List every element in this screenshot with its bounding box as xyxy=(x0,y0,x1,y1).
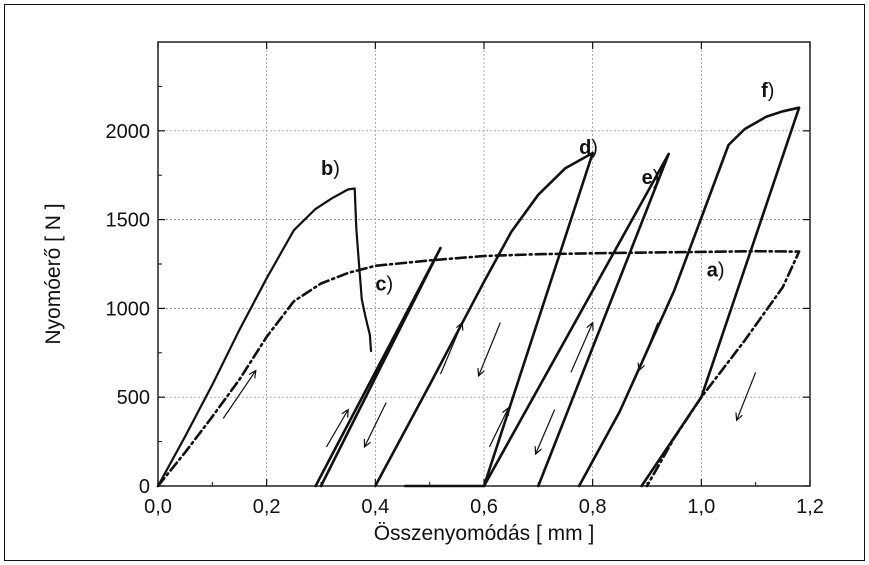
x-tick-label-0: 0,0 xyxy=(144,496,172,518)
y-tick-label-3: 1500 xyxy=(106,210,151,232)
series-layer xyxy=(156,106,801,488)
series-curve-c xyxy=(314,246,442,488)
x-axis-label: Összenyomódás [ mm ] xyxy=(374,522,595,545)
curve-label-letter-e: e xyxy=(642,167,653,189)
direction-arrow-4 xyxy=(479,322,501,376)
curve-label-letter-b: b xyxy=(321,158,333,180)
direction-arrow-9 xyxy=(737,372,757,420)
direction-arrow-7 xyxy=(570,323,593,373)
x-tick-label-1: 0,2 xyxy=(253,496,281,518)
x-tick-label-2: 0,4 xyxy=(361,496,389,518)
direction-arrow-5 xyxy=(488,408,508,448)
curve-label-letter-a: a xyxy=(707,259,719,281)
curve-label-suffix-d: ) xyxy=(591,137,598,159)
curve-label-suffix-b: ) xyxy=(333,158,340,180)
curve-label-suffix-c: ) xyxy=(386,274,393,296)
y-tick-label-4: 2000 xyxy=(106,121,151,143)
axes: 0,0 0,2 0,4 0,6 0,8 1,0 1,2 0 500 1000 1500 2000 xyxy=(106,41,824,518)
series-curve-e xyxy=(482,152,671,488)
y-axis-label: Nyomóerő [ N ] xyxy=(42,203,65,344)
series-curve-d xyxy=(373,151,595,488)
curve-label-suffix-a: ) xyxy=(718,259,725,281)
arrow-layer xyxy=(222,322,757,454)
direction-arrow-0 xyxy=(222,371,256,419)
curve-label-letter-c: c xyxy=(375,274,386,296)
x-tick-label-4: 0,8 xyxy=(579,496,607,518)
y-tick-label-0: 0 xyxy=(139,476,150,498)
curve-label-suffix-f: ) xyxy=(768,80,775,102)
x-tick-label-5: 1,0 xyxy=(687,496,715,518)
curve-label-c: c) xyxy=(375,274,393,296)
grid xyxy=(158,42,810,486)
direction-arrow-1 xyxy=(325,410,348,448)
curve-label-a: a) xyxy=(707,259,725,281)
direction-arrow-3 xyxy=(439,323,463,375)
curve-label-e: e) xyxy=(642,167,660,189)
x-tick-label-3: 0,6 xyxy=(470,496,498,518)
curve-label-f: f) xyxy=(761,80,774,102)
curve-label-suffix-e: ) xyxy=(653,167,660,189)
curve-label-b: b) xyxy=(321,158,340,180)
curve-label-letter-d: d xyxy=(579,137,591,159)
series-curve-b xyxy=(156,187,373,488)
y-tick-label-1: 500 xyxy=(117,387,150,409)
direction-arrow-6 xyxy=(536,409,556,454)
x-tick-label-6: 1,2 xyxy=(796,496,824,518)
figure-frame xyxy=(4,4,865,561)
direction-arrow-8 xyxy=(639,322,659,371)
y-tick-label-2: 1000 xyxy=(106,298,151,320)
curve-label-d: d) xyxy=(579,137,598,159)
direction-arrow-2 xyxy=(364,402,387,447)
curve-labels: a)b)c)d)e)f) xyxy=(321,80,774,296)
curve-label-letter-f: f xyxy=(761,80,768,102)
series-curve-a xyxy=(156,249,801,488)
